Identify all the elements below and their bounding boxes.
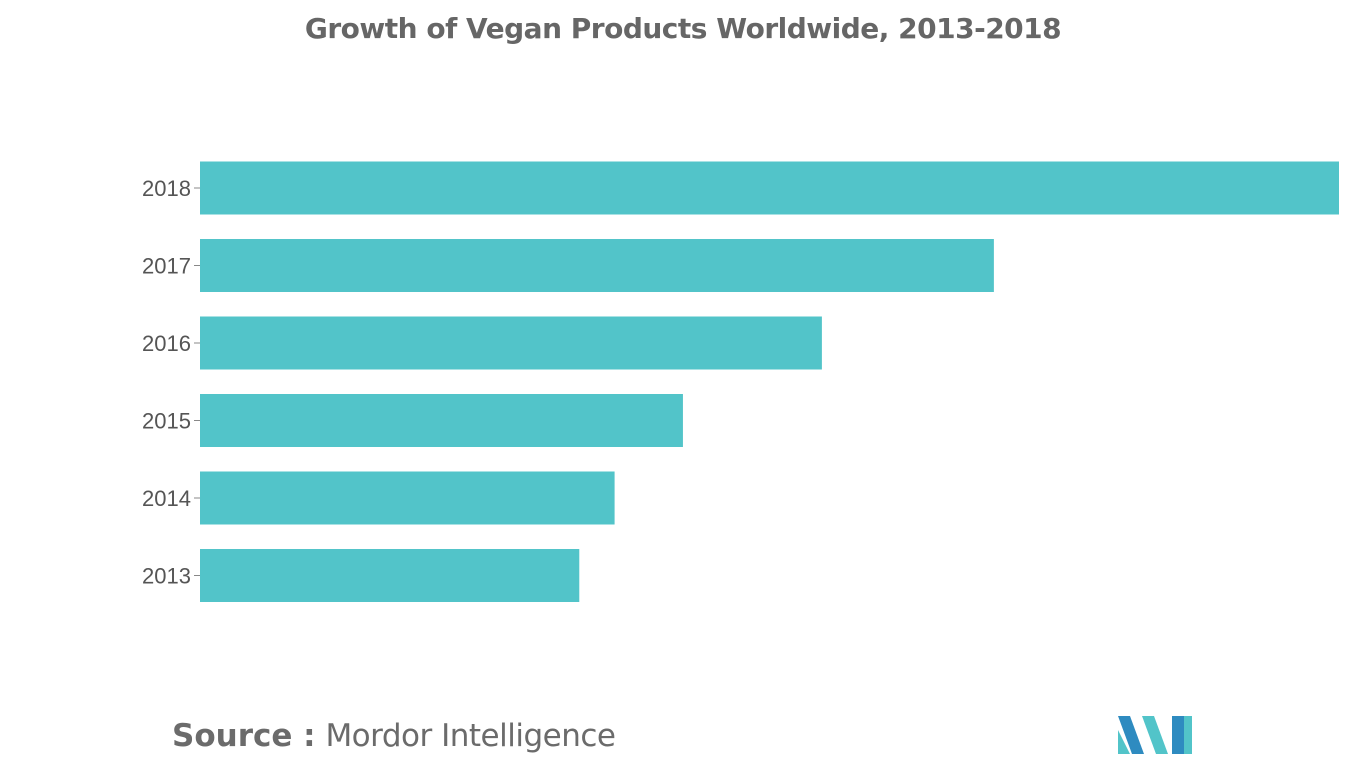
y-tick-label-2014: 2014 <box>142 486 191 511</box>
bar-2018 <box>200 161 1339 215</box>
source-label: Source : <box>172 718 316 754</box>
bar-2017 <box>200 239 994 292</box>
y-axis-ticks <box>194 187 200 576</box>
y-tick-label-2018: 2018 <box>142 176 191 201</box>
mordor-intelligence-logo-icon <box>1118 716 1192 754</box>
y-tick-label-2016: 2016 <box>142 331 191 356</box>
bar-2014 <box>200 471 615 525</box>
source-value: Mordor Intelligence <box>325 718 616 754</box>
y-tick-label-2017: 2017 <box>142 254 191 279</box>
bar-2015 <box>200 394 683 447</box>
bars-group <box>200 161 1339 602</box>
source-note: Source : Mordor Intelligence <box>172 718 616 754</box>
bar-2013 <box>200 549 580 602</box>
y-axis-labels: 2018 2017 2016 2015 2014 2013 <box>142 176 191 589</box>
bar-2016 <box>200 316 822 370</box>
chart-title: Growth of Vegan Products Worldwide, 2013… <box>304 12 1062 45</box>
y-tick-label-2015: 2015 <box>142 409 191 434</box>
y-tick-label-2013: 2013 <box>142 564 191 589</box>
